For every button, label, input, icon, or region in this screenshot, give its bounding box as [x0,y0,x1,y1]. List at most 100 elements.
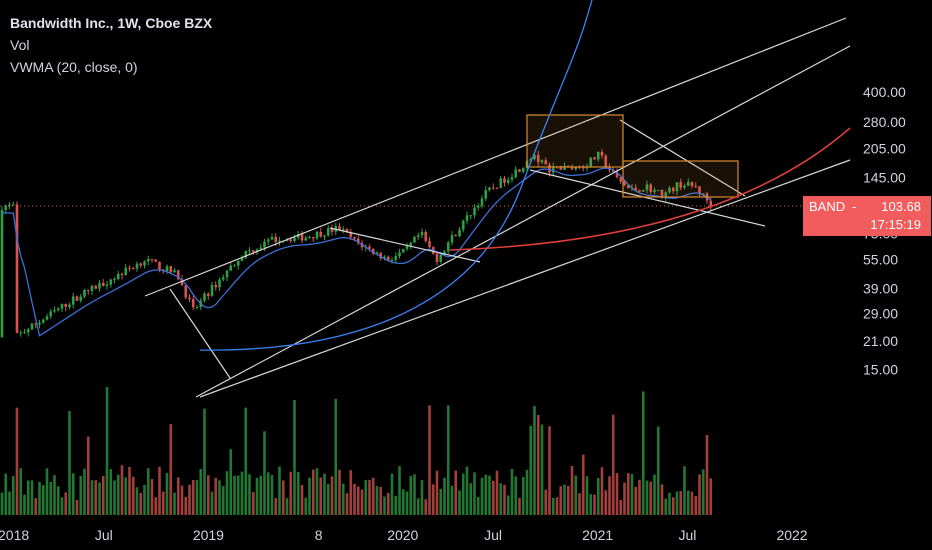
candle-body [660,189,664,199]
candle-body [34,323,38,325]
volume-bar [221,486,225,515]
candle-body [480,198,484,206]
trend-line[interactable] [329,227,481,263]
candle-body [128,267,131,269]
volume-bar [593,494,596,515]
volume-bar [45,468,49,515]
volume-bar [529,425,533,515]
candle-body [330,228,334,232]
volume-bars [0,387,713,515]
volume-bar [259,475,263,515]
candle-body [90,285,94,291]
volume-bar [315,468,319,515]
candle-body [383,256,386,259]
highlight-box[interactable] [622,160,739,198]
volume-bar [285,498,289,515]
candle-body [304,237,308,241]
volume-bar [266,472,270,515]
candle-body [604,155,608,167]
volume-bar [56,486,60,515]
candle-body [503,178,506,183]
volume-bar [105,387,109,515]
candle-body [371,248,375,254]
x-tick-label: 2020 [387,527,418,543]
candle-body [698,186,701,194]
volume-bar [698,474,701,515]
volume-bar [173,492,176,515]
volume-bar [495,470,499,515]
trend-line[interactable] [619,119,746,197]
volume-indicator-label[interactable]: Vol [10,37,30,53]
candle-body [266,239,270,242]
y-tick-label: 55.00 [863,252,898,268]
volume-bar [23,494,26,515]
volume-bar [701,469,705,515]
candle-body [263,241,266,248]
candle-body [551,166,555,173]
candle-body [435,253,439,262]
bar-countdown: 17:15:19 [870,217,921,232]
volume-bar [653,474,656,515]
candle-body [491,187,495,189]
volume-bar [251,492,255,515]
candle-body [101,282,105,286]
trend-line[interactable] [199,159,851,398]
volume-bar [319,477,323,515]
volume-bar [218,480,221,515]
volume-bar [11,476,15,515]
candle-body [589,157,593,167]
highlight-box[interactable] [526,114,624,168]
volume-bar [551,498,555,515]
volume-bar [566,485,570,515]
trend-line[interactable] [529,169,766,227]
volume-bar [135,487,139,515]
candle-body [690,182,694,186]
trend-line[interactable] [195,45,851,398]
candle-body [540,160,544,163]
chart-drawings [0,0,851,398]
candle-body [679,182,683,188]
candle-body [210,284,214,296]
blue-parabolic-curve[interactable] [199,0,593,351]
price-badge-symbol: BAND [809,199,846,214]
volume-bar [413,474,416,515]
candle-body [158,261,161,270]
candle-body [476,205,480,208]
volume-bar [645,480,649,515]
symbol-title[interactable]: Bandwidth Inc., 1W, Cboe BZX [10,15,213,31]
time-axis[interactable]: 2018 Jul 2019 8 2020 Jul 2021 Jul 2022 [0,527,808,543]
trend-line[interactable] [169,288,231,379]
candle-body [649,184,653,193]
candle-body [274,236,278,242]
red-parabolic-curve[interactable] [449,127,851,251]
candle-body [694,185,698,187]
volume-bar [525,469,529,515]
volume-bar [473,472,476,515]
volume-bar [308,477,311,515]
volume-bar [521,477,525,515]
volume-bar [563,484,566,515]
volume-bar [589,494,593,515]
volume-bar [255,477,259,515]
volume-bar [195,480,199,515]
candle-body [611,169,615,172]
candle-body [454,235,458,237]
candle-body [218,279,221,288]
vwma-indicator-label[interactable]: VWMA (20, close, 0) [10,59,138,75]
candle-body [495,187,499,189]
volume-bar [188,484,191,515]
volume-bar [323,473,326,515]
volume-bar [409,476,413,515]
volume-bar [638,479,641,515]
candle-body [188,297,191,300]
volume-bar [439,488,443,515]
candle-body [120,273,124,275]
volume-bar [0,492,4,515]
trend-line[interactable] [144,17,847,297]
volume-bar [506,495,510,515]
candle-body [300,233,304,241]
candle-body [184,285,188,298]
candle-body [191,299,195,308]
volume-bar [600,467,604,515]
